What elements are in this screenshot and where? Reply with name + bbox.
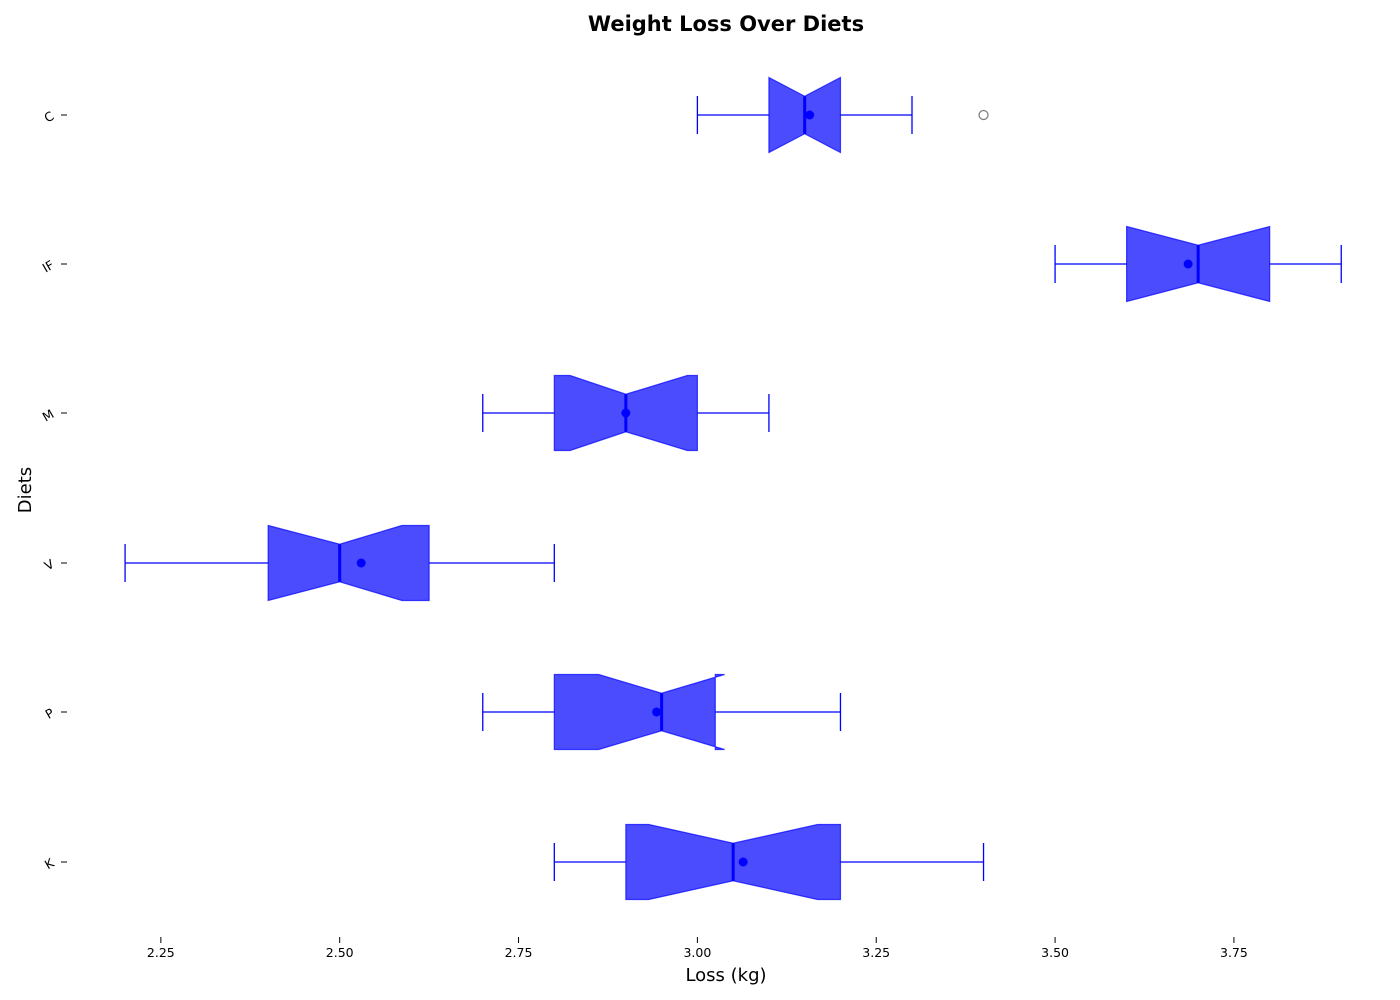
- x-tick-label-3.25: 3.25: [862, 945, 890, 960]
- chart-title: Weight Loss Over Diets: [588, 12, 864, 36]
- plot-area: [124, 76, 1342, 901]
- y-tick-label-V: V: [42, 556, 57, 573]
- y-tick-label-P: P: [42, 705, 56, 722]
- box-M: [482, 374, 770, 452]
- y-tick-label-C: C: [41, 108, 56, 125]
- box-V: [124, 524, 555, 602]
- x-tick-label-2.75: 2.75: [505, 945, 533, 960]
- x-axis: 2.25 2.50 2.75 3.00 3.25 3.50 3.75: [147, 937, 1248, 960]
- mean-marker-C: [805, 110, 815, 120]
- x-tick-label-3.00: 3.00: [683, 945, 711, 960]
- box-body-V: [267, 524, 430, 602]
- y-axis-label: Diets: [15, 467, 36, 513]
- mean-marker-V: [356, 558, 366, 568]
- x-tick-label-3.50: 3.50: [1041, 945, 1069, 960]
- y-axis: C IF M V P K: [40, 108, 67, 872]
- y-tick-label-IF: IF: [40, 257, 57, 275]
- mean-marker-K: [738, 857, 748, 867]
- box-body-P: [553, 673, 725, 751]
- x-tick-label-2.50: 2.50: [326, 945, 354, 960]
- box-IF: [1054, 225, 1342, 303]
- x-tick-label-3.75: 3.75: [1220, 945, 1248, 960]
- x-tick-label-2.25: 2.25: [147, 945, 175, 960]
- y-tick-label-M: M: [40, 406, 57, 424]
- mean-marker-IF: [1183, 259, 1193, 269]
- box-P: [482, 673, 842, 751]
- y-tick-label-K: K: [42, 855, 57, 872]
- outlier-C-0: [978, 109, 989, 121]
- box-K: [553, 823, 985, 901]
- x-axis-label: Loss (kg): [685, 965, 766, 986]
- mean-marker-M: [621, 408, 631, 418]
- box-C: [696, 76, 989, 154]
- mean-marker-P: [652, 707, 662, 717]
